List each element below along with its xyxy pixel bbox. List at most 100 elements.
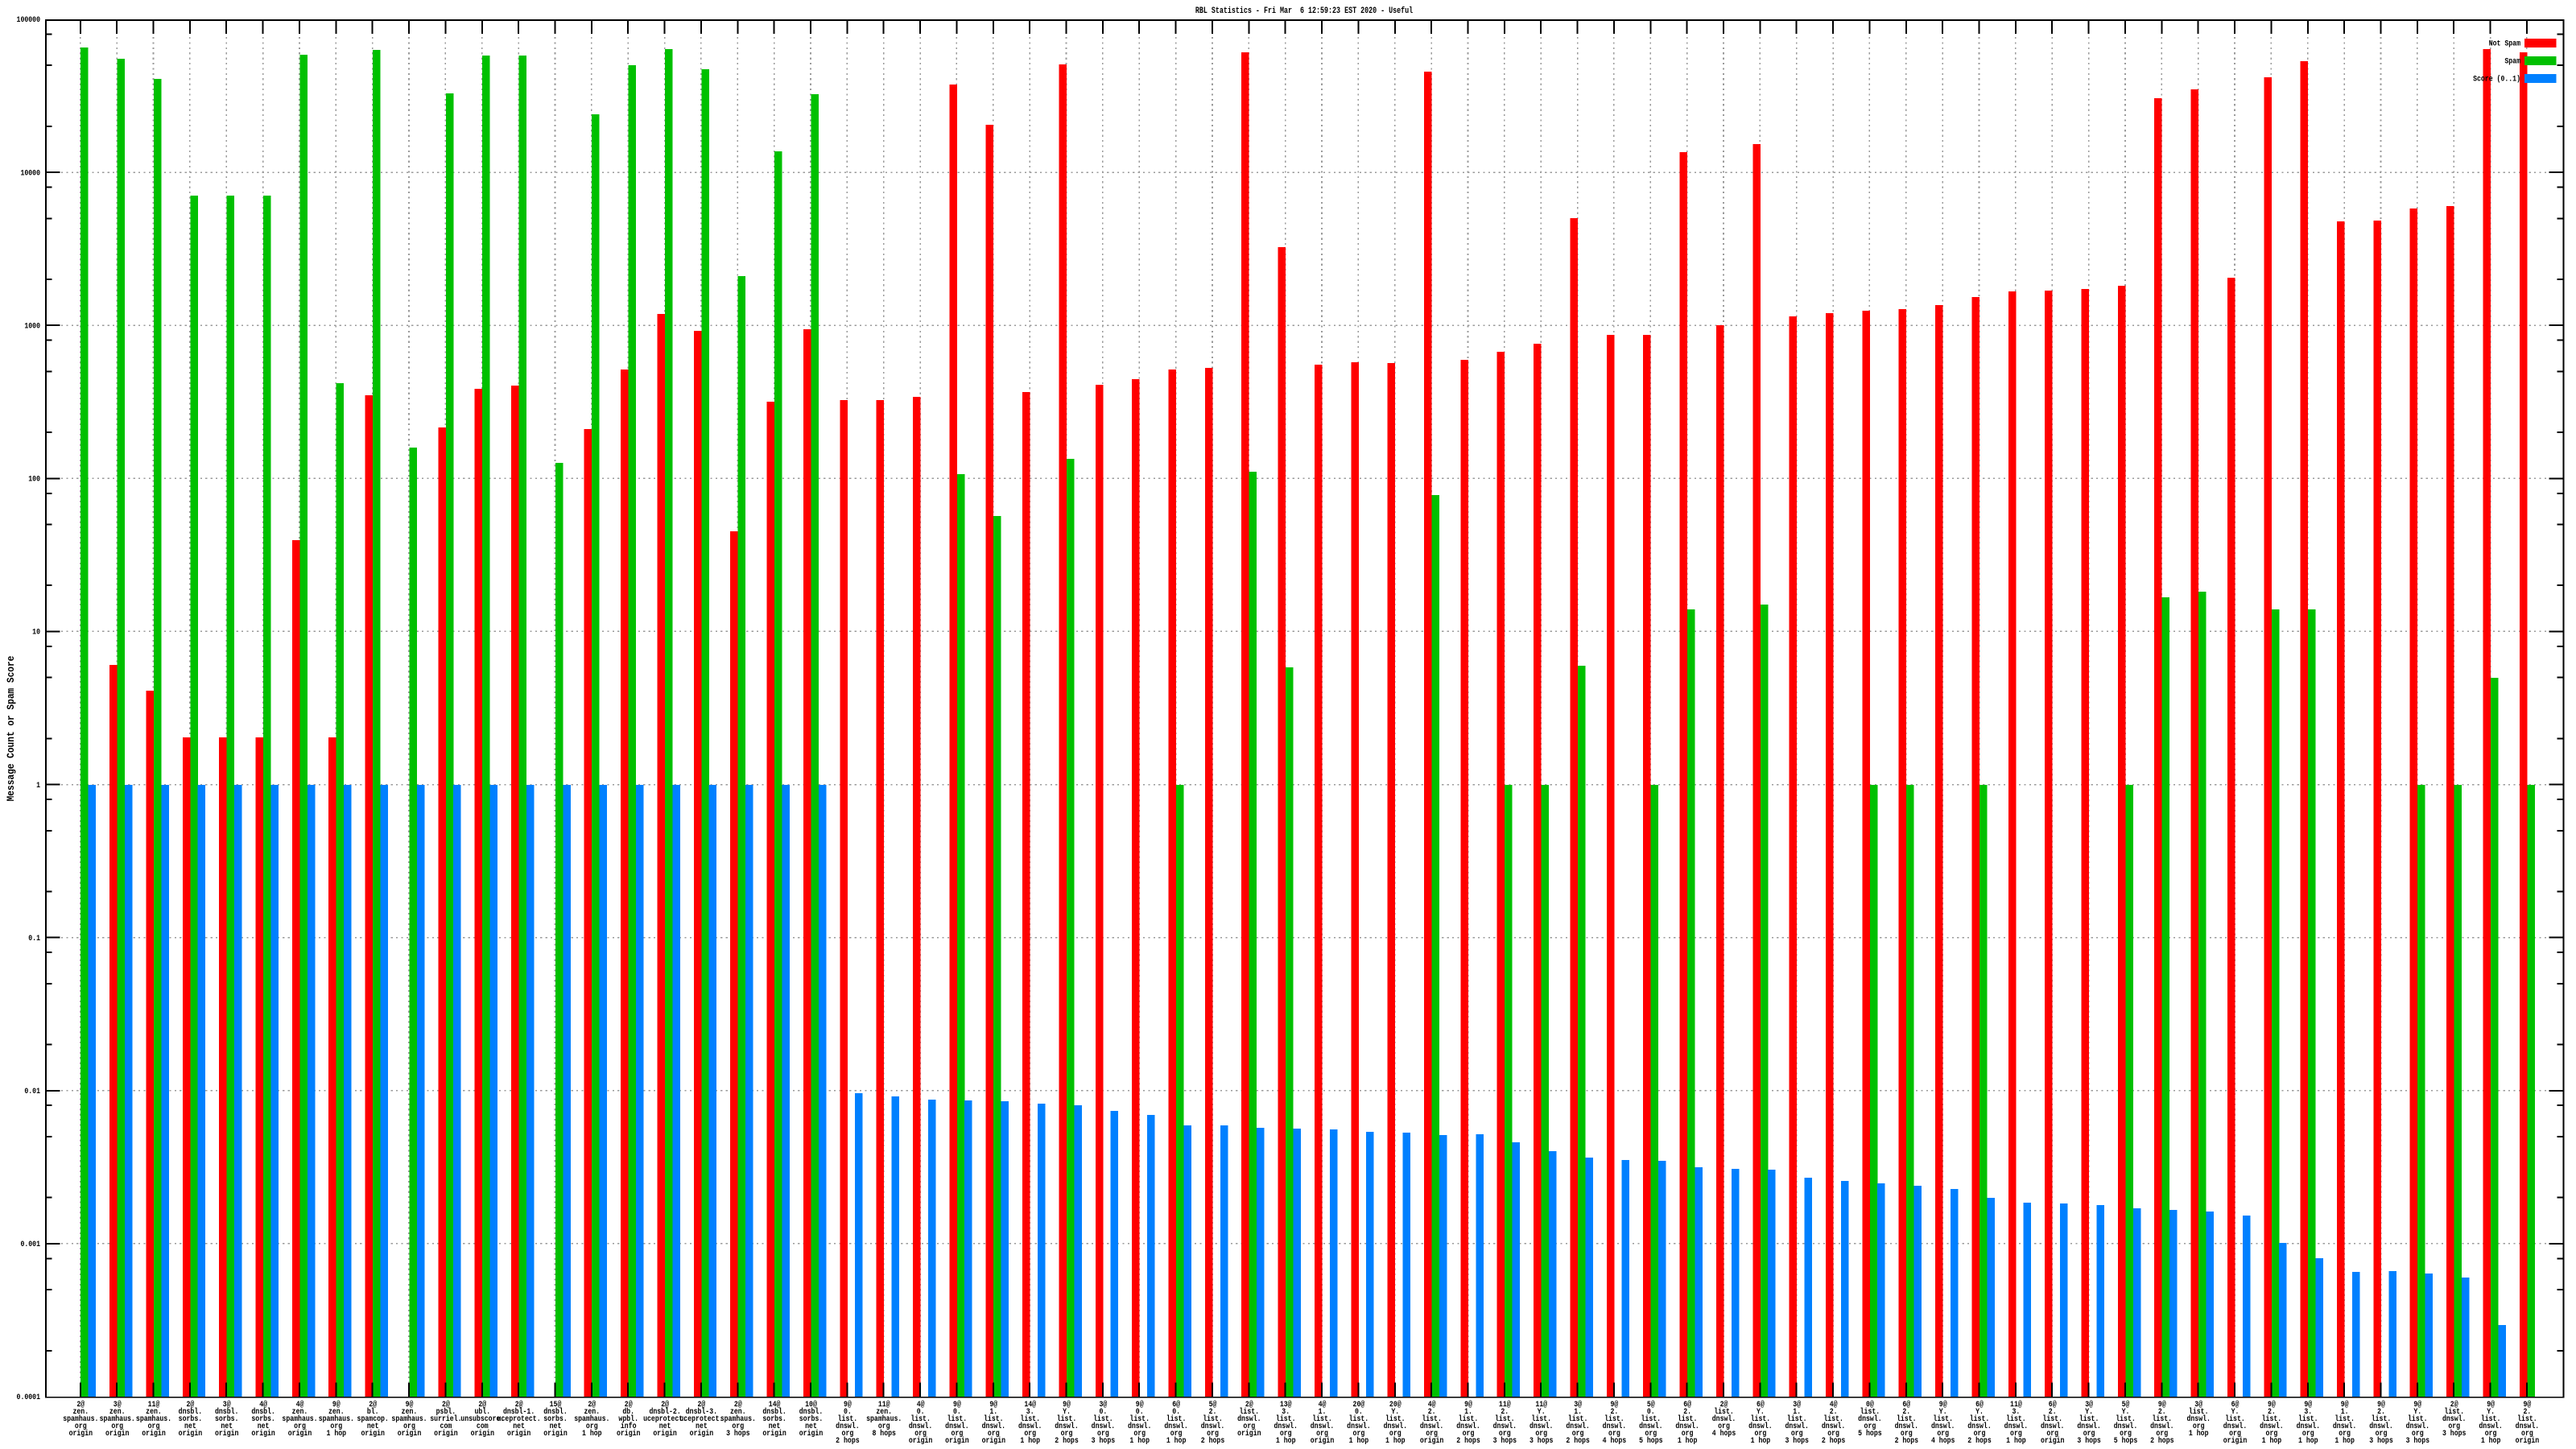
svg-text:dnsbl-3.: dnsbl-3.	[686, 1406, 717, 1416]
svg-text:1 hop: 1 hop	[1020, 1435, 1040, 1445]
svg-text:20@: 20@	[1353, 1399, 1365, 1409]
svg-text:Score (0..1): Score (0..1)	[2473, 74, 2520, 84]
svg-text:spamhaus.: spamhaus.	[574, 1414, 609, 1423]
svg-text:dnswl.: dnswl.	[1201, 1421, 1224, 1430]
svg-text:dnswl.: dnswl.	[1530, 1421, 1553, 1430]
svg-text:dnswl.: dnswl.	[1639, 1421, 1662, 1430]
svg-text:net: net	[769, 1421, 781, 1430]
svg-text:org: org	[2046, 1428, 2058, 1438]
svg-text:list.: list.	[1385, 1414, 1406, 1423]
svg-text:15@: 15@	[550, 1399, 562, 1409]
svg-text:1.: 1.	[1574, 1406, 1582, 1416]
svg-text:2@: 2@	[186, 1399, 194, 1409]
svg-text:com: com	[440, 1421, 452, 1430]
svg-text:2.: 2.	[1830, 1406, 1838, 1416]
svg-text:list.: list.	[1422, 1414, 1442, 1423]
svg-text:list.: list.	[984, 1414, 1004, 1423]
svg-text:3@: 3@	[114, 1399, 122, 1409]
svg-text:4@: 4@	[1428, 1399, 1436, 1409]
svg-text:list.: list.	[2481, 1414, 2501, 1423]
svg-text:2@: 2@	[2450, 1399, 2458, 1409]
svg-text:2@: 2@	[478, 1399, 486, 1409]
svg-text:zen.: zen.	[730, 1406, 746, 1416]
svg-text:sorbs.: sorbs.	[251, 1414, 275, 1423]
svg-text:origin: origin	[471, 1428, 494, 1438]
svg-text:org: org	[111, 1421, 123, 1430]
svg-text:dnswl.: dnswl.	[1420, 1421, 1443, 1430]
svg-text:org: org	[1389, 1428, 1402, 1438]
svg-text:6@: 6@	[1902, 1399, 1910, 1409]
svg-text:dnswl.: dnswl.	[982, 1421, 1005, 1430]
svg-text:3.: 3.	[2012, 1406, 2020, 1416]
svg-text:spamhaus.: spamhaus.	[282, 1414, 317, 1423]
svg-text:zen.: zen.	[584, 1406, 600, 1416]
svg-text:origin: origin	[653, 1428, 676, 1438]
svg-text:list.: list.	[1897, 1414, 1917, 1423]
svg-text:org: org	[2083, 1428, 2095, 1438]
svg-text:dnswl.: dnswl.	[2077, 1421, 2100, 1430]
svg-text:org: org	[403, 1421, 415, 1430]
svg-text:14@: 14@	[769, 1399, 781, 1409]
svg-text:1 hop: 1 hop	[2006, 1435, 2026, 1445]
svg-text:list.: list.	[1933, 1414, 1953, 1423]
svg-text:list.: list.	[1823, 1414, 1843, 1423]
svg-text:spamcop.: spamcop.	[357, 1414, 389, 1423]
svg-text:9@: 9@	[2268, 1399, 2276, 1409]
svg-text:dnsbl.: dnsbl.	[543, 1406, 567, 1416]
svg-text:list.: list.	[2372, 1414, 2392, 1423]
svg-text:origin: origin	[251, 1428, 275, 1438]
svg-text:2.: 2.	[1683, 1406, 1691, 1416]
svg-text:1.: 1.	[989, 1406, 997, 1416]
svg-text:dnswl.: dnswl.	[1566, 1421, 1589, 1430]
svg-text:org: org	[2156, 1428, 2168, 1438]
svg-text:list.: list.	[1020, 1414, 1040, 1423]
svg-text:spamhaus.: spamhaus.	[136, 1414, 171, 1423]
svg-text:2@: 2@	[442, 1399, 450, 1409]
svg-text:dnsbl.: dnsbl.	[251, 1406, 275, 1416]
svg-text:Y.: Y.	[1975, 1406, 1984, 1416]
svg-text:org: org	[914, 1428, 927, 1438]
svg-text:org: org	[732, 1421, 744, 1430]
svg-text:org: org	[1864, 1421, 1876, 1430]
svg-text:org: org	[2376, 1428, 2388, 1438]
svg-text:3 hops: 3 hops	[2369, 1435, 2392, 1445]
svg-text:3@: 3@	[1099, 1399, 1107, 1409]
svg-text:0.: 0.	[1099, 1406, 1107, 1416]
svg-text:dnswl.: dnswl.	[2260, 1421, 2283, 1430]
svg-text:spamhaus.: spamhaus.	[720, 1414, 756, 1423]
svg-text:net: net	[184, 1421, 196, 1430]
svg-text:Y.: Y.	[2413, 1406, 2421, 1416]
svg-text:3@: 3@	[2194, 1399, 2202, 1409]
svg-text:org: org	[1499, 1428, 1511, 1438]
svg-text:dnswl.: dnswl.	[1092, 1421, 1115, 1430]
svg-text:0.001: 0.001	[20, 1239, 40, 1249]
svg-text:4@: 4@	[296, 1399, 304, 1409]
svg-text:9@: 9@	[332, 1399, 341, 1409]
svg-text:org: org	[1608, 1428, 1620, 1438]
svg-text:surriel.: surriel.	[430, 1414, 461, 1423]
svg-text:1 hop: 1 hop	[1385, 1435, 1406, 1445]
svg-text:9@: 9@	[2413, 1399, 2421, 1409]
svg-text:2.: 2.	[2523, 1406, 2531, 1416]
svg-text:20@: 20@	[1389, 1399, 1402, 1409]
svg-text:org: org	[1645, 1428, 1657, 1438]
svg-text:list.: list.	[2444, 1406, 2464, 1416]
svg-text:org: org	[952, 1428, 964, 1438]
svg-text:Y.: Y.	[1757, 1406, 1765, 1416]
svg-text:org: org	[1170, 1428, 1183, 1438]
svg-text:spamhaus.: spamhaus.	[866, 1414, 902, 1423]
svg-text:2 hops: 2 hops	[836, 1435, 859, 1445]
svg-text:Message Count or Spam Score: Message Count or Spam Score	[5, 656, 17, 802]
svg-text:5@: 5@	[1209, 1399, 1217, 1409]
svg-text:list.: list.	[910, 1414, 931, 1423]
svg-text:dnswl.: dnswl.	[1456, 1421, 1480, 1430]
svg-text:list.: list.	[1057, 1414, 1077, 1423]
svg-text:list.: list.	[1568, 1414, 1588, 1423]
svg-text:3@: 3@	[1574, 1399, 1582, 1409]
svg-text:9@: 9@	[2377, 1399, 2385, 1409]
svg-text:list.: list.	[1604, 1414, 1624, 1423]
svg-text:org: org	[2339, 1428, 2351, 1438]
svg-text:wpbl.: wpbl.	[618, 1414, 638, 1423]
svg-text:org: org	[1426, 1428, 1438, 1438]
svg-text:list.: list.	[2517, 1414, 2537, 1423]
